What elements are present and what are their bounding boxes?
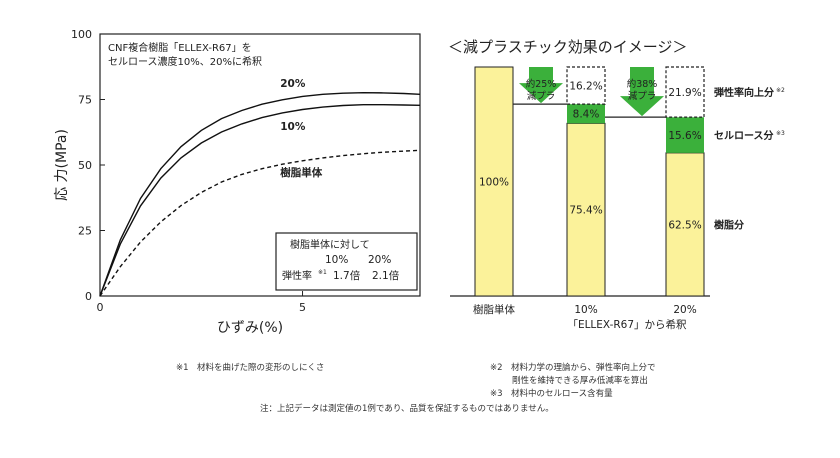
cellulose-value-label: 15.6% <box>668 130 701 142</box>
resin-bar <box>665 152 705 297</box>
resin-value-label: 75.4% <box>569 205 602 217</box>
reduction-arrow <box>519 67 563 104</box>
footnote-2-cont: 剛性を維持できる厚み低減率を算出 <box>512 376 648 386</box>
x-tick-label: 0 <box>97 301 104 314</box>
arrow-label: 減プラ <box>628 90 657 102</box>
inset-val-20: 2.1倍 <box>372 269 400 282</box>
inset-table-box <box>275 232 418 291</box>
legend-resin: 樹脂分 <box>714 218 744 231</box>
legend-stiffness-mark: ※2 <box>776 87 785 94</box>
footnote-2: ※2 材料力学の理論から、弾性率向上分で <box>490 363 656 373</box>
bar-labels: ＜減プラスチック効果のイメージ＞ 100% 樹脂単体 75.4% 8.4% 16.2% 10… <box>448 38 785 331</box>
series-line-0 <box>99 91 421 297</box>
y-tick-label: 100 <box>71 28 92 41</box>
cellulose-bar <box>666 117 704 153</box>
chart-annotation: セルロース濃度10%、20%に希釈 <box>108 55 262 68</box>
disclaimer: 注：上記データは測定値の1例であり、品質を保証するものではありません。 <box>260 404 554 414</box>
y-tick-label: 75 <box>78 94 92 107</box>
resin-value-label: 62.5% <box>668 219 701 231</box>
plot-lines <box>99 91 421 297</box>
stiffness-bar <box>665 66 705 118</box>
inset-col-10: 10% <box>325 254 348 266</box>
inset-row-label: 弾性率 <box>282 269 312 282</box>
chart-annotation: CNF複合樹脂「ELLEX-R67」を <box>108 41 252 54</box>
arrow-label: 約25% <box>526 78 557 90</box>
y-tick-label: 50 <box>78 159 92 172</box>
x-axis-label: ひずみ(%) <box>217 320 283 336</box>
resin-value-label: 100% <box>479 177 509 189</box>
y-tick-label: 25 <box>78 225 92 238</box>
reduction-arrow <box>620 67 664 117</box>
plot-labels: 0 25 50 75 100 0 5 応 力(MPa) ひずみ(%) CNF複合樹脂「ELLEX-… <box>54 28 400 336</box>
stiffness-bar <box>566 66 606 105</box>
stiffness-value-label: 16.2% <box>569 81 602 93</box>
chart-title: ＜減プラスチック効果のイメージ＞ <box>448 38 687 56</box>
y-axis-label: 応 力(MPa) <box>54 129 70 201</box>
bar-group <box>450 66 710 297</box>
category-note: 「ELLEX-R67」から希釈 <box>567 318 687 331</box>
cellulose-bar <box>567 104 605 124</box>
cellulose-value-label: 8.4% <box>573 109 600 121</box>
category-label: 樹脂単体 <box>473 303 515 316</box>
inset-table-header: 樹脂単体に対して <box>290 238 370 251</box>
inset-row-mark: ※1 <box>318 269 327 276</box>
resin-bar <box>474 66 514 297</box>
arrow-label: 減プラ <box>527 90 556 102</box>
inset-val-10: 1.7倍 <box>333 269 361 282</box>
inset-col-20: 20% <box>368 254 391 266</box>
footnote-1: ※1 材料を曲げた際の変形のしにくさ <box>176 363 325 373</box>
arrow-label: 約38% <box>627 78 658 90</box>
series-line-1 <box>99 104 421 297</box>
legend-cellulose: セルロース分 <box>714 129 774 142</box>
category-label: 10% <box>574 304 597 316</box>
y-tick-label: 0 <box>85 290 92 303</box>
series-label: 樹脂単体 <box>280 166 322 179</box>
legend-stiffness: 弾性率向上分 <box>714 86 774 99</box>
x-tick-label: 5 <box>299 301 306 314</box>
series-label: 10% <box>280 121 306 133</box>
resin-bar <box>566 122 606 297</box>
plot-axes <box>99 33 421 297</box>
category-label: 20% <box>673 304 696 316</box>
stiffness-value-label: 21.9% <box>668 87 701 99</box>
series-label: 20% <box>280 78 306 90</box>
footnote-3: ※3 材料中のセルロース含有量 <box>490 389 613 399</box>
series-line-2 <box>99 149 421 297</box>
legend-cellulose-mark: ※3 <box>776 130 785 137</box>
